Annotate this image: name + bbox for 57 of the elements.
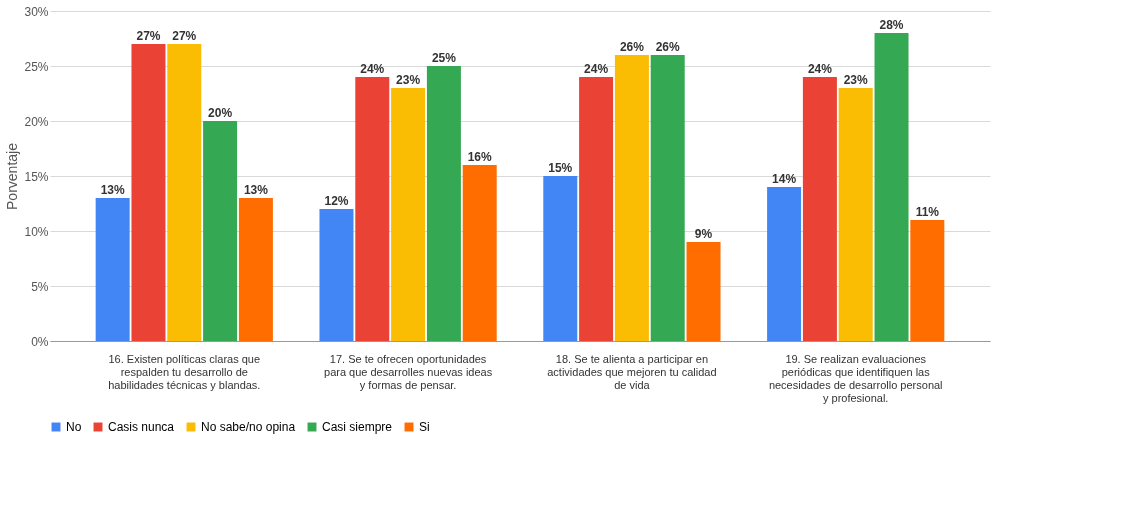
x-tick-label: 16. Existen políticas claras que respalden tu desarrollo de habilidades técnicas y blandas. — [108, 352, 261, 391]
legend-label: No — [66, 420, 82, 434]
legend-label: Si — [419, 420, 430, 434]
bar — [167, 44, 202, 341]
bar — [426, 66, 461, 341]
bar — [579, 77, 614, 341]
bar — [355, 77, 390, 341]
y-tick-label: 0% — [31, 334, 49, 349]
data-label: 24% — [807, 62, 833, 76]
data-label: 26% — [619, 40, 645, 54]
data-label: 9% — [694, 227, 713, 241]
bar — [238, 198, 273, 341]
bar — [874, 33, 909, 341]
bar — [767, 187, 802, 341]
bar — [802, 77, 837, 341]
bar — [95, 198, 130, 341]
data-label: 23% — [843, 73, 869, 87]
y-tick-label: 5% — [31, 279, 49, 294]
bar — [462, 165, 497, 341]
data-label: 11% — [915, 205, 940, 219]
bar — [650, 55, 685, 341]
bar — [391, 88, 426, 341]
data-label: 14% — [772, 172, 797, 186]
y-tick-label: 10% — [24, 224, 49, 239]
data-label: 13% — [100, 183, 125, 197]
data-label: 27% — [136, 29, 161, 43]
data-label: 28% — [879, 18, 904, 32]
legend-label: No sabe/no opina — [201, 420, 296, 434]
data-label: 12% — [324, 194, 349, 208]
bar — [319, 209, 354, 341]
x-tick-label: 19. Se realizan evaluaciones periódicas que identifiquen las necesidades de desarrollo personal y profesional. — [768, 352, 943, 404]
data-label: 24% — [584, 62, 609, 76]
y-tick-label: 20% — [24, 114, 49, 129]
y-tick-label: 30% — [24, 4, 49, 19]
data-label: 16% — [467, 150, 493, 164]
data-label: 15% — [548, 161, 573, 175]
data-label: 20% — [208, 106, 233, 120]
bar — [614, 55, 649, 341]
bar — [543, 176, 578, 341]
y-tick-label: 25% — [24, 59, 49, 74]
data-label: 23% — [396, 73, 421, 87]
data-label: 27% — [172, 29, 197, 43]
y-tick-label: 15% — [24, 169, 49, 184]
data-label: 24% — [360, 62, 385, 76]
data-label: 13% — [243, 183, 269, 197]
data-label: 25% — [431, 51, 457, 65]
data-label: 26% — [655, 40, 681, 54]
legend-label: Casi siempre — [322, 420, 393, 434]
legend-label: Casis nunca — [108, 420, 175, 434]
x-tick-label: 18. Se te alienta a participar en actividades que mejoren tu calidad de vida — [547, 352, 717, 391]
x-tick-label: 17. Se te ofrecen oportunidades para que desarrolles nuevas ideas y formas de pensar. — [324, 352, 493, 391]
bar — [838, 88, 873, 341]
bar — [203, 121, 238, 341]
y-axis-title: Porventaje — [4, 142, 21, 210]
bar — [686, 242, 721, 341]
bar — [131, 44, 166, 341]
bar — [910, 220, 945, 341]
